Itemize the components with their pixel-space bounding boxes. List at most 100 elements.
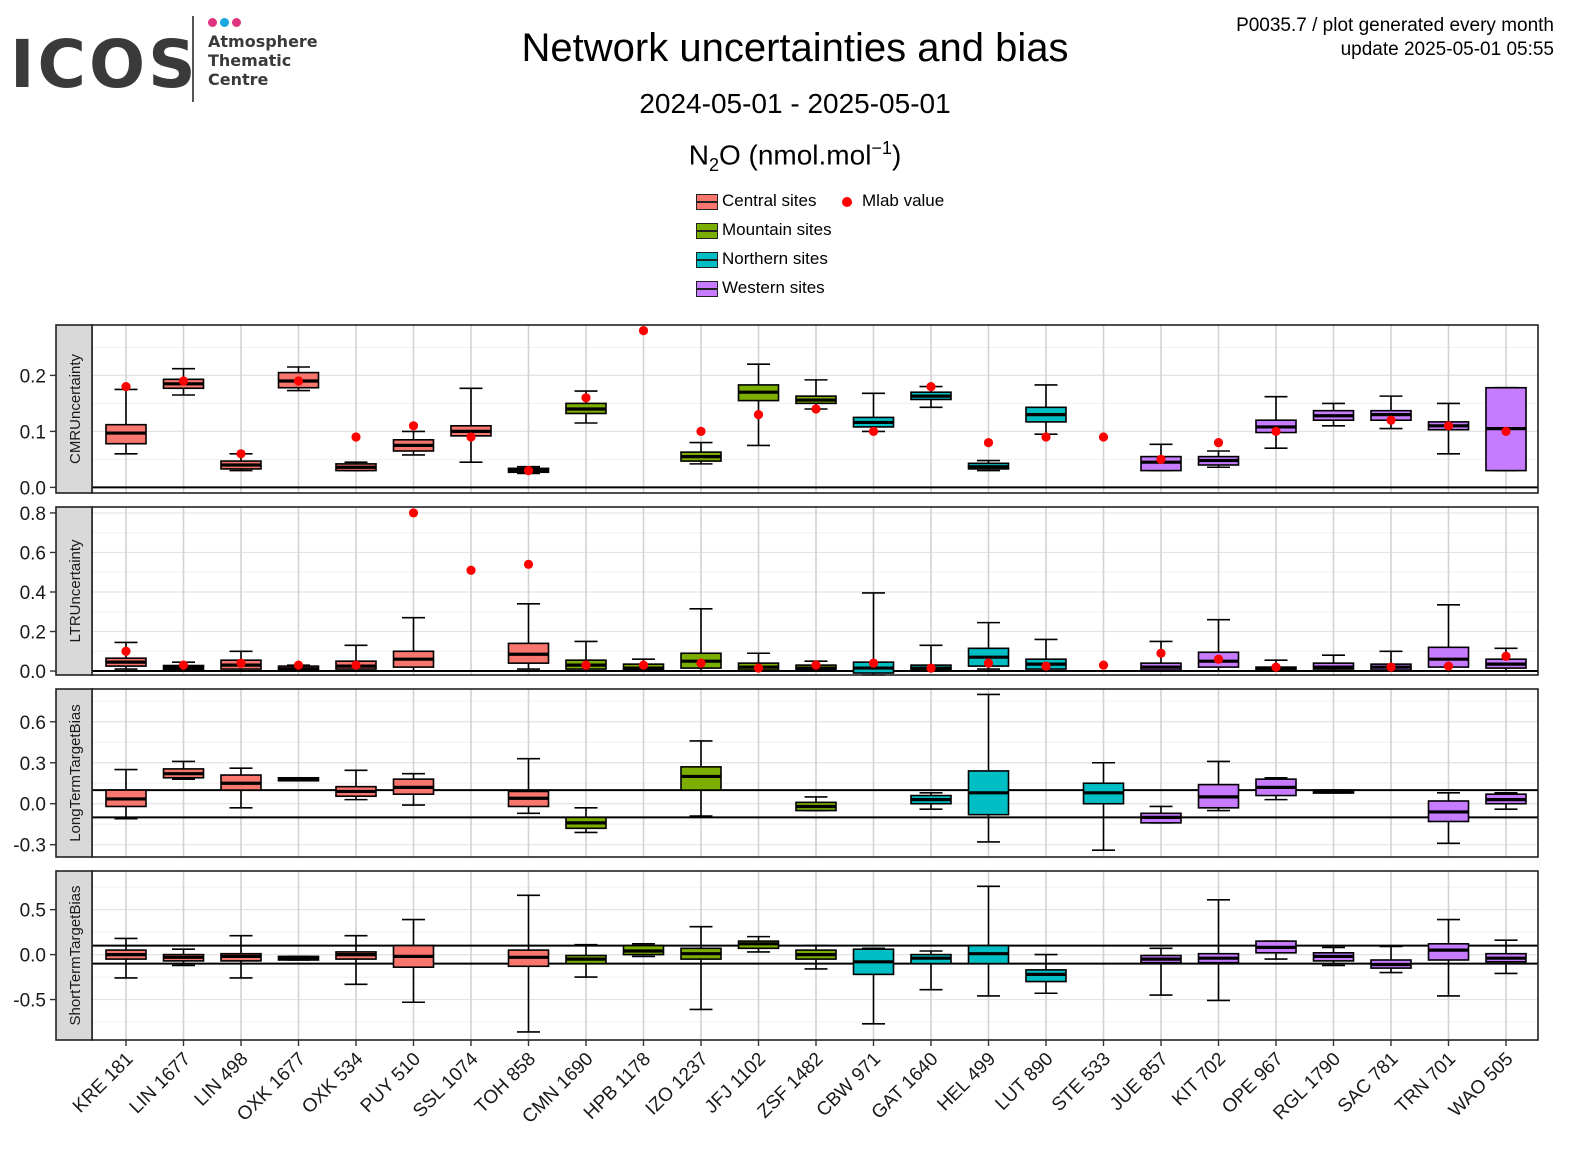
y-tick-label: 0.0 [20,795,46,816]
box-IZO 1237 [680,441,722,465]
panel-strip-label: ShortTermTargetBias [67,885,84,1025]
mlab-point-KIT 702 [1213,654,1224,664]
box-PUY 510 [392,772,435,806]
box-GAT 1640 [910,792,952,810]
y-tick-label: 0.5 [20,901,46,922]
x-tick-label: IZO 1237 [642,1049,713,1120]
panel-strip [55,506,93,676]
box-TRN 701 [1427,918,1470,997]
y-tick-label: 0.6 [20,713,46,734]
logo-divider [192,16,194,102]
box-JUE 857 [1140,640,1182,672]
box-body [1427,943,1470,961]
legend-label: Central sites [722,191,817,210]
mlab-point-JUE 857 [1156,648,1166,658]
legend-label: Mlab value [862,191,945,210]
panel-background [92,689,1538,857]
mlab-point-JUE 857 [1156,454,1166,464]
logo-dots [208,14,244,28]
box-LIN 1677 [162,760,205,780]
x-tick-label: LIN 1677 [126,1049,195,1118]
mlab-point-JFJ 1102 [753,663,764,673]
mlab-point-LUT 890 [1041,661,1051,671]
mlab-point-CBW 971 [868,658,879,668]
mlab-point-OXK 1677 [293,660,304,670]
y-tick-label: 0.8 [20,504,46,525]
legend-key [696,222,718,239]
mlab-point-SAC 781 [1386,662,1396,672]
box-OXK 534 [335,769,377,801]
box-PUY 510 [392,430,435,456]
mlab-point-CMN 1690 [581,660,591,670]
box-RGL 1790 [1312,946,1355,967]
mlab-point-TOH 858 [523,559,534,569]
mlab-point-TRN 701 [1443,661,1454,671]
mlab-point-TRN 701 [1443,421,1454,431]
panel-ShortTermTargetBias: ShortTermTargetBias -0.5 0.0 0.5 [13,870,1539,1041]
box-CMN 1690 [565,943,607,978]
box-PUY 510 [392,616,435,672]
box-HPB 1178 [622,943,665,958]
mlab-point-TOH 858 [523,466,534,476]
box-CMN 1690 [565,807,607,834]
mlab-point-IZO 1237 [696,658,706,668]
mlab-point-GAT 1640 [926,663,936,673]
panel-strip [55,870,93,1041]
panel-strip [55,324,93,494]
x-tick-label: JUE 857 [1106,1049,1172,1115]
icos-logo: ICOS Atmosphere Thematic Centre [10,14,340,106]
box-RGL 1790 [1312,654,1355,672]
y-tick-label: 0.3 [20,754,46,775]
box-PUY 510 [392,918,435,1004]
mlab-point-SSL 1074 [466,432,476,442]
legend-entry-northern: Northern sites [696,248,828,270]
box-TRN 701 [1427,792,1470,845]
legend-entry-central: Central sites [696,190,816,212]
y-tick-label: -0.3 [13,836,46,857]
box-KRE 181 [105,937,147,979]
update-line: update 2025-05-01 05:55 [1340,39,1554,60]
x-tick-label: LUT 890 [991,1049,1057,1115]
mlab-point-LUT 890 [1041,432,1051,442]
mlab-point-OPE 967 [1271,426,1281,436]
mlab-point-OPE 967 [1271,662,1281,672]
legend-label: Mountain sites [722,220,832,239]
mlab-point-LIN 1677 [178,660,189,670]
box-OXK 1677 [277,776,320,782]
y-tick-label: -0.5 [13,991,46,1012]
box-HEL 499 [967,459,1010,472]
box-CBW 971 [852,947,895,1025]
box-LIN 1677 [162,948,205,967]
chart-title: Network uncertainties and bias [521,26,1069,70]
box-ZSF 1482 [795,796,837,812]
box-HEL 499 [967,885,1010,997]
box-GAT 1640 [910,950,952,991]
logo-dot [208,18,217,27]
unit-mid: O (nmol.mol [718,139,872,171]
box-LIN 498 [220,934,262,979]
panel-strip-label: CMRUncertainty [67,353,84,464]
logo-text: ICOS [10,26,199,103]
box-OPE 967 [1255,940,1297,960]
x-tick-label: OXK 534 [298,1048,368,1118]
mlab-point-OXK 534 [351,660,361,670]
y-tick-label: 0.0 [20,946,46,967]
legend-entry-mlab: Mlab value [838,190,944,212]
legend-entry-mountain: Mountain sites [696,219,832,241]
box-KRE 181 [105,768,147,820]
box-HEL 499 [967,621,1010,670]
legend-entry-western: Western sites [696,277,825,299]
box-JUE 857 [1140,805,1182,824]
chart-subtitle: 2024-05-01 - 2025-05-01 [639,88,951,119]
mlab-point-LIN 1677 [178,376,189,386]
mlab-point-IZO 1237 [696,426,706,436]
box-WAO 505 [1485,792,1527,810]
unit-base: N [688,139,709,171]
mlab-point-LIN 498 [236,658,246,668]
box-ZSF 1482 [795,379,837,410]
legend-key [696,251,718,268]
box-OXK 534 [335,461,377,472]
box-KIT 702 [1197,898,1240,1002]
x-tick-label: SAC 781 [1334,1049,1403,1118]
